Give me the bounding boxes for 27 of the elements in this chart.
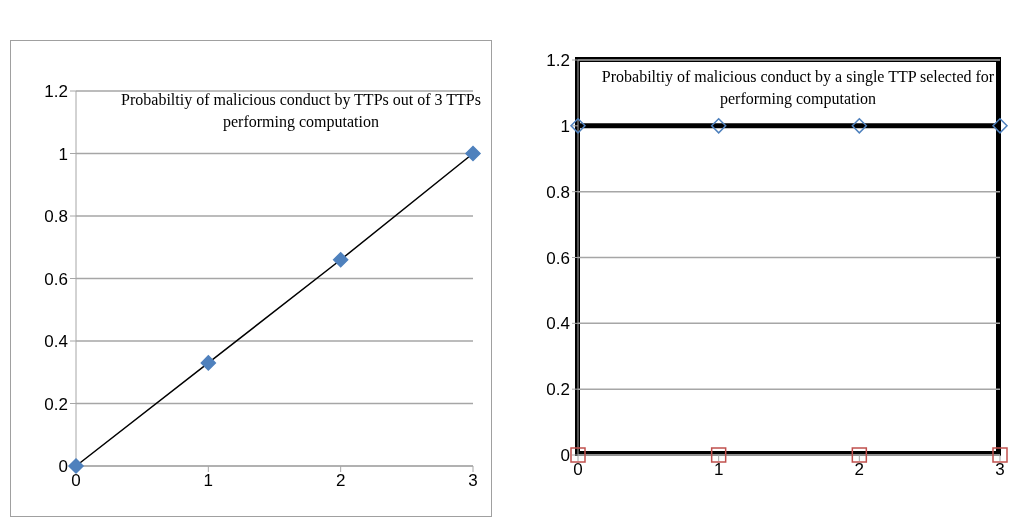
y-tick-label: 1.2 — [546, 51, 570, 71]
point — [465, 145, 481, 162]
y-tick-label: 0.4 — [44, 332, 68, 352]
y-tick-label: 0.8 — [44, 207, 68, 227]
text: Probabiltiy of malicious conduct by TTPs out of 3 TTPs performing computation — [120, 90, 482, 133]
x-tick-label: 3 — [468, 471, 478, 491]
y-tick-label: 0.2 — [546, 380, 570, 400]
y-tick-label: 1 — [58, 144, 68, 164]
x-tick-label: 2 — [335, 471, 346, 491]
y-tick-label: 0.4 — [546, 314, 570, 334]
x-tick-label: 2 — [854, 460, 865, 480]
y-tick-label: 0.2 — [44, 394, 68, 414]
point — [68, 458, 84, 474]
x-tick-label: 1 — [203, 471, 214, 491]
y-tick-label: 0.6 — [546, 248, 570, 268]
y-tick-label: 1.2 — [44, 82, 68, 102]
x-tick-label: 0 — [573, 460, 583, 480]
x-tick-label: 1 — [713, 460, 724, 480]
y-tick-label: 0.8 — [546, 182, 570, 202]
y-tick-label: 0.6 — [44, 269, 68, 289]
y-tick-label: 0 — [560, 446, 570, 466]
point — [200, 355, 217, 371]
y-tick-label: 1 — [560, 116, 570, 136]
text: Probabiltiy of malicious conduct by a single TTP selected for performing computation — [600, 67, 996, 110]
x-tick-label: 0 — [71, 471, 81, 491]
point — [332, 252, 349, 268]
x-tick-label: 3 — [995, 460, 1005, 480]
